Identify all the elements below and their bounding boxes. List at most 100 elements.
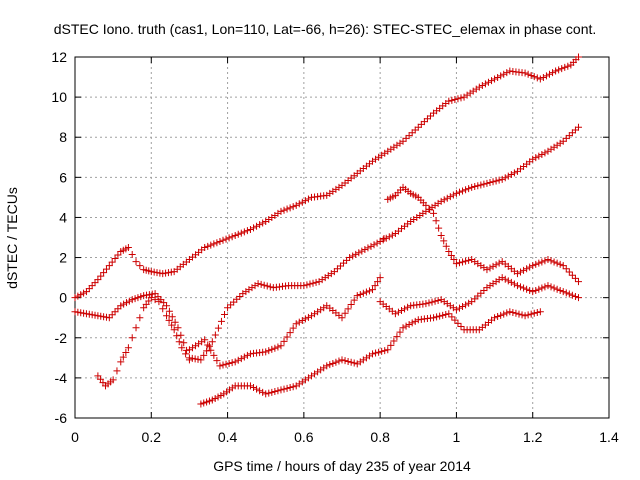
data-point-marker xyxy=(171,318,179,326)
data-point-marker xyxy=(538,258,546,266)
data-point-marker xyxy=(535,152,543,160)
data-point-marker xyxy=(289,324,297,332)
data-point-marker xyxy=(136,262,144,270)
data-point-marker xyxy=(208,396,216,404)
data-point-marker xyxy=(298,198,306,206)
data-point-marker xyxy=(222,235,230,243)
data-point-marker xyxy=(347,358,355,366)
data-point-marker xyxy=(422,300,430,308)
data-point-marker xyxy=(151,290,159,298)
data-point-marker xyxy=(545,70,553,78)
data-point-marker xyxy=(553,285,561,293)
data-point-marker xyxy=(216,362,224,370)
data-point-marker xyxy=(280,206,288,214)
data-point-marker xyxy=(300,282,308,290)
data-point-marker xyxy=(136,314,144,322)
data-point-marker xyxy=(274,343,282,351)
data-point-marker xyxy=(442,242,450,250)
series-arc-lower-left xyxy=(94,294,193,390)
series-arc-late xyxy=(376,274,582,318)
data-point-marker xyxy=(292,320,300,328)
data-point-marker xyxy=(119,353,127,361)
data-point-marker xyxy=(260,281,268,289)
data-point-marker xyxy=(352,250,360,258)
y-tick-label: -6 xyxy=(55,410,68,426)
data-point-marker xyxy=(513,282,521,290)
data-point-marker xyxy=(527,310,535,318)
data-point-marker xyxy=(225,359,233,367)
data-point-marker xyxy=(565,290,573,298)
data-point-marker xyxy=(219,236,227,244)
data-point-marker xyxy=(151,296,159,304)
data-point-marker xyxy=(510,280,518,288)
data-point-marker xyxy=(462,186,470,194)
data-point-marker xyxy=(177,331,185,339)
data-point-marker xyxy=(553,259,561,267)
data-point-marker xyxy=(94,312,102,320)
data-point-marker xyxy=(167,268,175,276)
data-point-marker xyxy=(371,282,379,290)
data-point-marker xyxy=(114,251,122,259)
data-point-marker xyxy=(480,180,488,188)
data-point-marker xyxy=(459,187,467,195)
data-point-marker xyxy=(131,295,139,303)
data-point-marker xyxy=(265,347,273,355)
data-point-marker xyxy=(359,289,367,297)
data-point-marker xyxy=(326,361,334,369)
data-point-marker xyxy=(457,323,465,331)
data-point-marker xyxy=(568,291,576,299)
data-point-marker xyxy=(529,155,537,163)
data-point-marker xyxy=(122,299,130,307)
data-point-marker xyxy=(447,252,455,260)
data-point-marker xyxy=(228,359,236,367)
data-point-marker xyxy=(385,233,393,241)
data-point-marker xyxy=(462,301,470,309)
data-point-marker xyxy=(571,274,579,282)
data-point-marker xyxy=(88,311,96,319)
data-point-marker xyxy=(207,241,215,249)
data-point-marker xyxy=(481,80,489,88)
data-points xyxy=(71,53,582,408)
data-point-marker xyxy=(175,338,183,346)
data-point-marker xyxy=(219,361,227,369)
data-point-marker xyxy=(488,77,496,85)
data-point-marker xyxy=(100,313,108,321)
data-point-marker xyxy=(231,231,239,239)
data-point-marker xyxy=(445,248,453,256)
data-point-marker xyxy=(478,81,486,89)
data-point-marker xyxy=(295,200,303,208)
data-point-marker xyxy=(454,319,462,327)
data-point-marker xyxy=(268,388,276,396)
data-point-marker xyxy=(465,185,473,193)
data-point-marker xyxy=(448,313,456,321)
data-point-marker xyxy=(544,256,552,264)
data-point-marker xyxy=(153,269,161,277)
data-point-marker xyxy=(530,309,538,317)
data-point-marker xyxy=(105,262,113,270)
data-point-marker xyxy=(431,297,439,305)
data-point-marker xyxy=(221,311,229,319)
data-point-marker xyxy=(542,72,550,80)
data-point-marker xyxy=(558,65,566,73)
data-point-marker xyxy=(428,298,436,306)
data-point-marker xyxy=(124,344,132,352)
data-point-marker xyxy=(538,284,546,292)
data-point-marker xyxy=(194,355,202,363)
data-point-marker xyxy=(259,219,267,227)
data-point-marker xyxy=(257,280,265,288)
data-point-marker xyxy=(484,78,492,86)
data-point-marker xyxy=(280,337,288,345)
data-point-marker xyxy=(367,242,375,250)
data-point-marker xyxy=(120,300,128,308)
data-point-marker xyxy=(111,308,119,316)
data-point-marker xyxy=(498,274,506,282)
data-point-marker xyxy=(329,359,337,367)
data-point-marker xyxy=(378,347,386,355)
data-point-marker xyxy=(231,358,239,366)
data-point-marker xyxy=(216,238,224,246)
data-point-marker xyxy=(105,314,113,322)
data-point-marker xyxy=(432,217,440,225)
series-arc-upper xyxy=(71,53,582,302)
data-point-marker xyxy=(250,224,258,232)
data-point-marker xyxy=(213,357,221,365)
